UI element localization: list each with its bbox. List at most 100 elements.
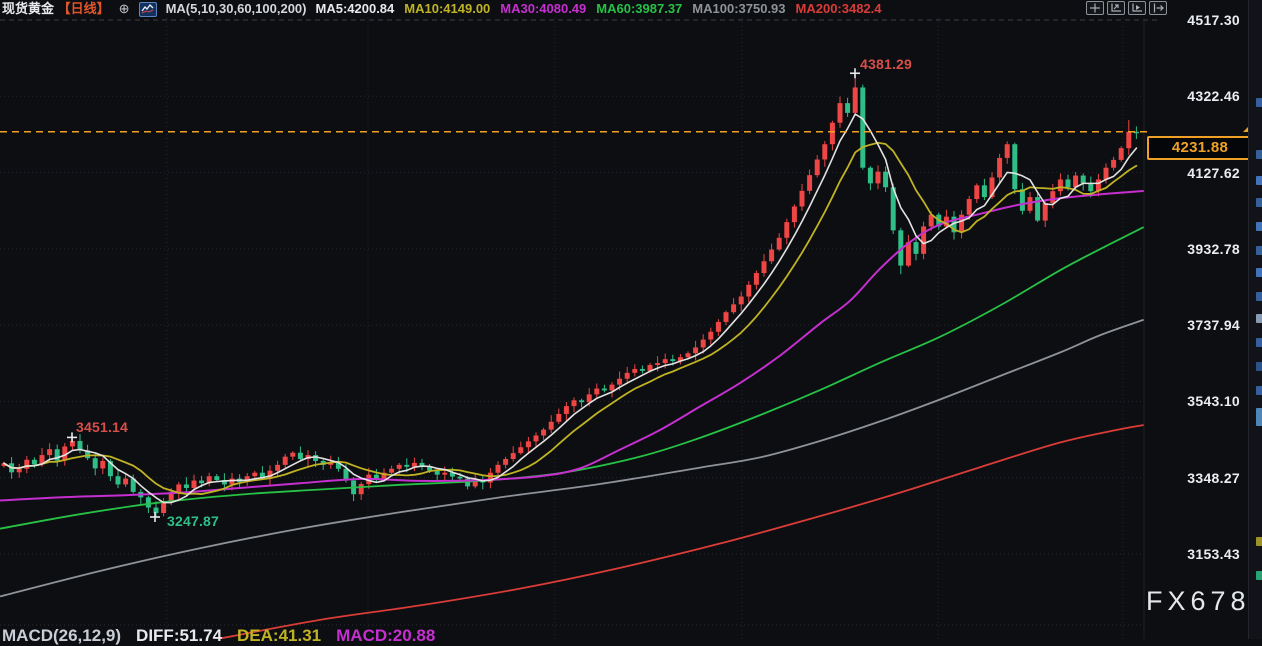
period-label[interactable]: 【日线】 xyxy=(57,1,110,16)
candlestick xyxy=(647,365,653,371)
candlestick xyxy=(267,470,273,479)
candlestick xyxy=(617,378,623,385)
candlestick xyxy=(746,284,752,297)
y-axis-label: 3153.43 xyxy=(1187,545,1240,562)
candlestick xyxy=(670,359,676,362)
candlestick xyxy=(503,458,509,465)
candlestick xyxy=(700,339,706,348)
candlestick xyxy=(282,456,288,465)
ma60-line xyxy=(0,226,1144,530)
candlestick xyxy=(769,249,775,262)
y-axis-label: 4127.62 xyxy=(1187,164,1240,181)
candlestick xyxy=(784,222,790,238)
play-chart-icon[interactable] xyxy=(1128,1,1146,15)
candlestick xyxy=(290,452,296,457)
candlestick xyxy=(518,447,524,454)
candlestick xyxy=(1019,189,1025,211)
edge-fragment xyxy=(1256,338,1262,347)
candlestick xyxy=(206,476,212,484)
candlestick xyxy=(738,296,744,305)
edge-fragment xyxy=(1256,292,1262,301)
add-indicator-icon[interactable]: ⊕ xyxy=(118,1,130,16)
candlestick xyxy=(31,459,37,465)
edge-fragment xyxy=(1256,571,1262,580)
symbol-title: 现货黄金 【日线】 xyxy=(2,0,110,18)
candlestick xyxy=(214,476,220,481)
candlestick xyxy=(898,230,904,266)
candlestick xyxy=(609,384,615,391)
indicator-thumbnail-icon[interactable] xyxy=(138,1,157,17)
macd-params-label: MACD(26,12,9) xyxy=(2,626,122,645)
low-cross-marker xyxy=(150,511,160,522)
crosshair-icon[interactable] xyxy=(1086,1,1104,15)
candlestick xyxy=(472,480,478,487)
ma10-line xyxy=(3,141,1138,495)
current-price-box: 4231.88 xyxy=(1147,136,1253,160)
ma-legend-item: MA200:3482.4 xyxy=(795,1,882,16)
ma-legend: MA5:4200.84 MA10:4149.00 MA30:4080.49 MA60:… xyxy=(316,0,882,18)
candlestick xyxy=(913,242,919,254)
candlestick xyxy=(1118,148,1124,160)
candlestick xyxy=(39,455,45,465)
candlestick xyxy=(145,497,151,508)
candlestick xyxy=(229,478,235,485)
fit-chart-icon[interactable] xyxy=(1107,1,1125,15)
candlestick xyxy=(487,472,493,483)
candlestick xyxy=(495,464,501,473)
symbol-name: 现货黄金 xyxy=(2,1,55,16)
candlestick xyxy=(373,474,379,479)
candlestick xyxy=(905,242,911,266)
candlestick xyxy=(358,484,364,495)
macd-macd-value: MACD:20.88 xyxy=(336,626,436,645)
macd-diff-value: DIFF:51.74 xyxy=(136,626,223,645)
ma-legend-item: MA100:3750.93 xyxy=(692,1,786,16)
candlestick xyxy=(594,388,600,395)
edge-fragment xyxy=(1256,98,1262,107)
go-to-latest-icon[interactable] xyxy=(1149,1,1167,15)
candlestick xyxy=(404,464,410,467)
candlestick xyxy=(191,480,197,488)
right-edge-panel xyxy=(1248,0,1262,639)
edge-fragment xyxy=(1256,198,1262,207)
ma-group-label: MA(5,10,30,60,100,200) xyxy=(165,1,307,16)
candlestick xyxy=(54,449,60,461)
candlestick xyxy=(389,468,395,473)
high-cross-marker xyxy=(67,432,77,443)
candlestick xyxy=(997,157,1003,178)
candlestick xyxy=(807,175,813,191)
candlestick xyxy=(1080,175,1086,184)
candlestick xyxy=(1111,159,1117,168)
candlestick xyxy=(860,87,866,168)
candlestick xyxy=(335,462,341,469)
candlestick xyxy=(829,122,835,145)
macd-indicator-bar: MACD(26,12,9) DIFF:51.74 DEA:41.31 MACD:… xyxy=(2,626,435,646)
edge-fragment xyxy=(1256,268,1262,277)
chart-header: 现货黄金 【日线】 ⊕ MA(5,10,30,60,100,200) MA5:4… xyxy=(0,0,882,18)
candlestick xyxy=(107,460,113,477)
candlestick xyxy=(115,476,121,485)
candlestick xyxy=(974,185,980,200)
edge-fragment xyxy=(1256,537,1262,546)
candlestick xyxy=(1133,131,1139,134)
candlestick xyxy=(62,446,68,461)
y-axis-label: 3932.78 xyxy=(1187,240,1240,257)
candlestick xyxy=(85,450,91,459)
candlestick xyxy=(655,363,661,366)
candlestick xyxy=(24,459,30,469)
edge-fragment xyxy=(1256,408,1262,426)
candlestick xyxy=(442,472,448,475)
candlestick xyxy=(814,159,820,176)
candlestick xyxy=(951,216,957,233)
candlestick xyxy=(381,472,387,479)
candlestick xyxy=(693,347,699,354)
candlestick xyxy=(556,413,562,422)
candlestick xyxy=(662,359,668,364)
candlestick xyxy=(1,463,7,467)
candlestick xyxy=(1103,167,1109,180)
candlestick xyxy=(723,312,729,322)
candlestick xyxy=(753,273,759,285)
candlestick xyxy=(100,460,106,469)
candlestick xyxy=(130,478,136,492)
